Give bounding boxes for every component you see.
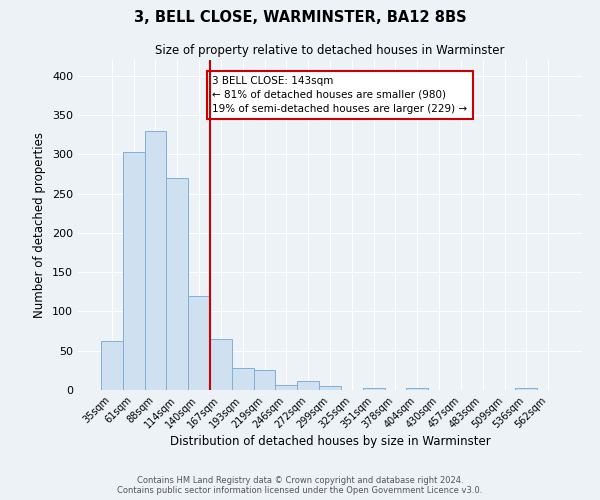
Bar (254, 370, 275, 390)
Text: 3 BELL CLOSE: 143sqm
← 81% of detached houses are smaller (980)
19% of semi-deta: 3 BELL CLOSE: 143sqm ← 81% of detached h… (212, 76, 467, 114)
Bar (101, 340, 123, 390)
Y-axis label: Number of detached properties: Number of detached properties (34, 132, 46, 318)
Bar (123, 152, 145, 390)
Bar (188, 296, 210, 390)
Title: Size of property relative to detached houses in Warminster: Size of property relative to detached ho… (155, 44, 505, 58)
Bar (166, 178, 188, 390)
Bar (275, 384, 297, 390)
Text: Contains HM Land Registry data © Crown copyright and database right 2024.
Contai: Contains HM Land Registry data © Crown c… (118, 476, 482, 495)
Bar (297, 380, 319, 390)
X-axis label: Distribution of detached houses by size in Warminster: Distribution of detached houses by size … (170, 436, 490, 448)
Bar (515, 388, 537, 390)
Bar (363, 388, 385, 390)
Bar (232, 368, 254, 390)
Bar (406, 388, 428, 390)
Text: 3, BELL CLOSE, WARMINSTER, BA12 8BS: 3, BELL CLOSE, WARMINSTER, BA12 8BS (134, 10, 466, 25)
Bar (145, 130, 166, 390)
Bar (319, 386, 341, 390)
Bar (210, 339, 232, 390)
